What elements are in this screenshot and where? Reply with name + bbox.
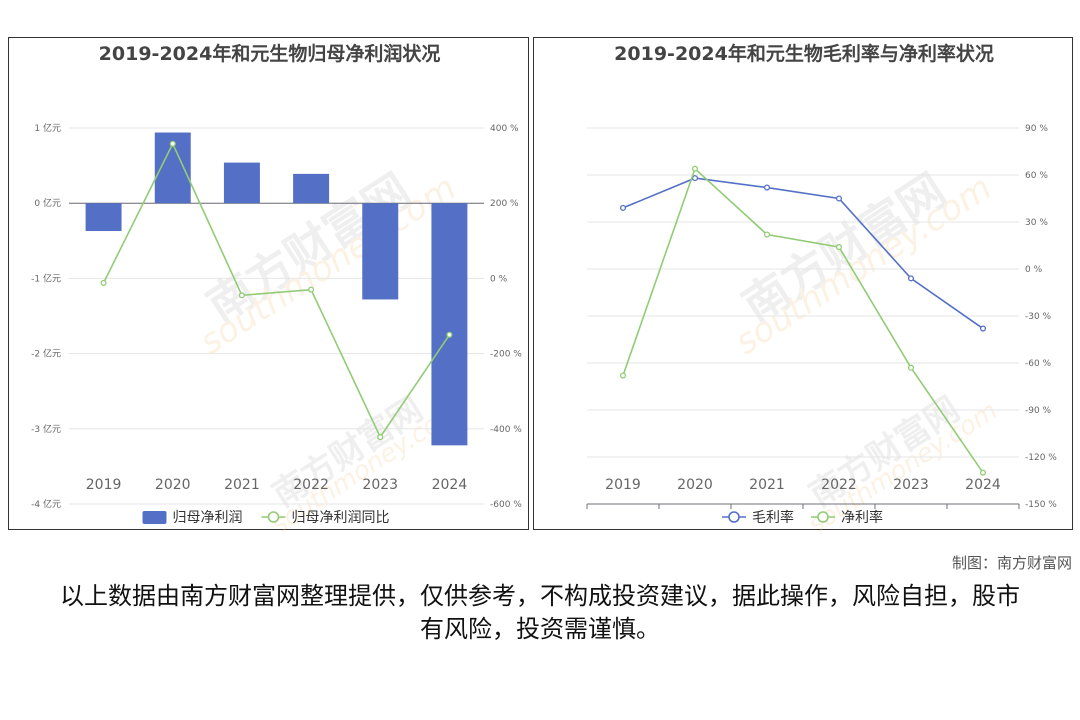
bar: [85, 203, 122, 232]
net-profit-chart: 南方财富网southmoney.com南方财富网southmoney.com20…: [31, 42, 522, 531]
y-left-tick-label: -2 亿元: [31, 348, 61, 360]
legend: 毛利率 净利率: [722, 509, 883, 526]
y-right-tick-label: 0 %: [490, 274, 508, 284]
net-profit-chart-panel: 南方财富网 southmoney.com 南方财富网 southmoney.com 20…: [8, 37, 529, 531]
x-tick-label: 2020: [155, 477, 191, 493]
data-point: [446, 331, 453, 338]
legend-swatch: [142, 511, 167, 524]
y-right-tick-label: 30 %: [1025, 218, 1048, 228]
y-right-tick-label: -150 %: [1025, 500, 1057, 510]
x-tick-label: 2024: [965, 477, 1001, 493]
y-left-tick-label: -3 亿元: [31, 423, 61, 435]
data-point: [979, 469, 987, 476]
data-point: [619, 204, 627, 211]
legend-swatch: [817, 511, 829, 523]
y-left-tick-label: 1 亿元: [34, 122, 61, 134]
x-tick-label: 2023: [362, 477, 398, 493]
legend-label: 归母净利润同比: [292, 509, 390, 526]
data-point: [238, 292, 245, 299]
data-point: [835, 195, 843, 202]
y-right-tick-label: -30 %: [1025, 312, 1052, 322]
data-point: [619, 372, 627, 379]
series-line: [622, 167, 984, 474]
watermark-brand: 南方财富网: [266, 389, 430, 515]
y-right-tick-label: 400 %: [490, 124, 519, 134]
y-left-tick-label: 0 亿元: [34, 197, 61, 209]
x-tick-label: 2022: [821, 477, 857, 493]
legend: 归母净利润 归母净利润同比: [142, 509, 390, 526]
legend-label: 归母净利润: [173, 509, 243, 526]
data-point: [979, 325, 987, 332]
data-point: [835, 244, 843, 251]
x-tick-label: 2024: [432, 477, 468, 493]
watermark-url: southmoney.com: [803, 396, 1003, 531]
y-right-tick-label: -400 %: [490, 425, 522, 435]
data-point: [907, 364, 915, 371]
bar: [362, 203, 399, 300]
x-tick-label: 2020: [677, 477, 713, 493]
data-point: [377, 434, 384, 441]
data-point: [763, 184, 771, 191]
y-right-tick-label: -600 %: [490, 500, 522, 510]
bar: [293, 173, 330, 204]
x-tick-label: 2019: [605, 477, 641, 493]
data-point: [763, 231, 771, 238]
legend-swatch: [728, 511, 740, 523]
data-point: [308, 286, 315, 293]
series-line: [622, 177, 984, 330]
y-right-tick-label: -60 %: [1025, 359, 1052, 369]
legend-label: 毛利率: [752, 509, 794, 526]
data-point: [169, 140, 176, 147]
legend-swatch: [267, 511, 280, 523]
y-right-tick-label: 200 %: [490, 199, 519, 209]
margin-chart-panel: 南方财富网 southmoney.com 南方财富网 southmoney.com 20…: [533, 37, 1073, 531]
data-point: [100, 279, 107, 286]
x-tick-label: 2023: [893, 477, 929, 493]
y-right-tick-label: -90 %: [1025, 406, 1052, 416]
margin-chart: 南方财富网southmoney.com南方财富网southmoney.com20…: [586, 42, 1057, 531]
chart-credit: 制图：南方财富网: [951, 554, 1072, 572]
data-point: [691, 175, 699, 182]
x-tick-label: 2019: [86, 477, 122, 493]
y-left-tick-label: -4 亿元: [31, 498, 61, 510]
bar: [431, 203, 468, 446]
disclaimer-text: 以上数据由南方财富网整理提供，仅供参考，不构成投资建议，据此操作，风险自担，股市…: [60, 582, 1020, 643]
y-right-tick-label: 60 %: [1025, 171, 1048, 181]
y-left-tick-label: -1 亿元: [31, 272, 61, 284]
data-point: [907, 275, 915, 282]
y-right-tick-label: 0 %: [1025, 265, 1043, 275]
bar: [223, 162, 260, 204]
chart-title: 2019-2024年和元生物毛利率与净利率状况: [614, 42, 994, 65]
chart-title: 2019-2024年和元生物归母净利润状况: [99, 42, 441, 65]
x-tick-label: 2021: [749, 477, 785, 493]
y-right-tick-label: 90 %: [1025, 124, 1048, 134]
x-tick-label: 2021: [224, 477, 260, 493]
x-tick-label: 2022: [293, 477, 329, 493]
y-right-tick-label: -200 %: [490, 350, 522, 360]
legend-label: 净利率: [841, 509, 883, 526]
watermark-url: southmoney.com: [728, 168, 998, 363]
series-line: [102, 141, 451, 439]
data-point: [691, 165, 699, 172]
watermark-brand: 南方财富网: [802, 389, 966, 515]
y-right-tick-label: -120 %: [1025, 453, 1057, 463]
